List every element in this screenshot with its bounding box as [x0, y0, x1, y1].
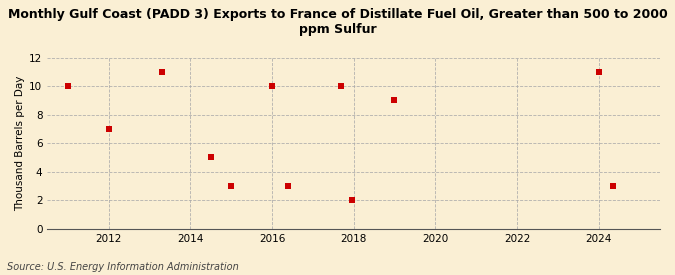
Point [225, 184, 236, 188]
Text: Source: U.S. Energy Information Administration: Source: U.S. Energy Information Administ… [7, 262, 238, 272]
Point [593, 70, 604, 74]
Point [389, 98, 400, 103]
Y-axis label: Thousand Barrels per Day: Thousand Barrels per Day [15, 75, 25, 211]
Point [205, 155, 216, 160]
Point [267, 84, 277, 88]
Point [103, 126, 114, 131]
Point [336, 84, 347, 88]
Point [156, 70, 167, 74]
Point [283, 184, 294, 188]
Text: Monthly Gulf Coast (PADD 3) Exports to France of Distillate Fuel Oil, Greater th: Monthly Gulf Coast (PADD 3) Exports to F… [7, 8, 668, 36]
Point [346, 198, 357, 202]
Point [62, 84, 73, 88]
Point [608, 184, 618, 188]
